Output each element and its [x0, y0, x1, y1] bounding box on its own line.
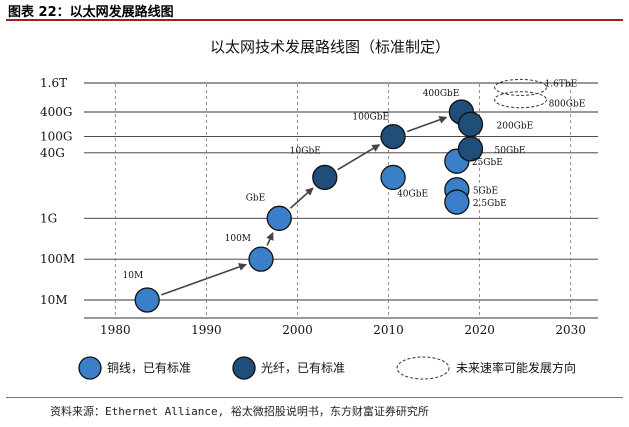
trend-arrow — [289, 187, 314, 209]
data-label: 5GbE — [473, 187, 498, 197]
copper-standard-point — [444, 189, 470, 215]
data-label: 10GbE — [290, 146, 321, 156]
trend-arrow — [406, 116, 448, 133]
data-label: 50GbE — [495, 146, 526, 156]
data-label: 800GbE — [549, 100, 586, 110]
legend-label: 未来速率可能发展方向 — [456, 360, 576, 375]
data-label: 200GbE — [497, 121, 534, 131]
fiber-standard-point — [457, 136, 484, 162]
data-label: 100GbE — [352, 113, 389, 123]
figure-header: 图表 22：以太网发展路线图 — [0, 0, 629, 21]
y-tick-label: 400G — [40, 105, 73, 119]
fiber-standard-point — [380, 123, 406, 150]
copper-standard-point — [134, 287, 160, 313]
figure-header-rule — [6, 19, 623, 21]
copper-standard-point — [266, 205, 292, 231]
ethernet-roadmap-chart: 以太网技术发展路线图（标准制定） 10M 100M 1G 40G 100G 400G 1.6… — [40, 38, 598, 380]
data-label: 2.5GbE — [473, 199, 507, 209]
source-rule — [6, 397, 623, 398]
y-tick-label: 1.6T — [40, 76, 67, 90]
x-tick-label: 1980 — [100, 323, 131, 337]
data-label: 10M — [123, 271, 144, 281]
axes: 10M 100M 1G 40G 100G 400G 1.6T 1980 1990 2000 2010… — [40, 76, 598, 337]
legend-fiber-marker — [232, 356, 256, 380]
data-label: GbE — [246, 193, 266, 203]
chart-title: 以太网技术发展路线图（标准制定） — [210, 38, 450, 56]
data-label: 100M — [225, 234, 251, 244]
data-label: 1.6TbE — [545, 79, 578, 89]
x-tick-label: 2020 — [464, 323, 495, 337]
y-tick-label: 1G — [40, 211, 57, 225]
copper-standard-point — [380, 164, 406, 191]
legend-copper-marker — [78, 356, 102, 380]
trend-arrow — [337, 144, 381, 171]
grid — [84, 82, 598, 318]
future-rate-marker — [494, 91, 548, 109]
y-tick-label: 100G — [40, 130, 73, 144]
data-label: 40GbE — [397, 189, 428, 199]
x-tick-label: 2000 — [282, 323, 313, 337]
figure-label: 图表 22：以太网发展路线图 — [8, 5, 174, 20]
y-tick-label: 40G — [40, 146, 65, 160]
data-label: 25GbE — [472, 158, 503, 168]
x-tick-label: 1990 — [191, 323, 222, 337]
legend-future-marker — [396, 356, 450, 380]
legend-label: 光纤，已有标准 — [261, 361, 345, 375]
y-tick-label: 10M — [40, 293, 68, 307]
future-rate-marker — [494, 78, 548, 96]
source-note: 资料来源：Ethernet Alliance, 裕太微招股说明书，东方财富证券研… — [50, 405, 429, 418]
data-labels: 10M 100M GbE 40GbE 25GbE 5GbE 2.5GbE 10GbE 100Gb… — [123, 79, 586, 281]
x-tick-label: 2030 — [555, 323, 586, 337]
copper-standard-point — [248, 246, 274, 272]
fiber-standard-point — [457, 111, 484, 137]
fiber-standard-point — [312, 164, 338, 191]
trend-arrow — [266, 231, 274, 246]
y-tick-label: 100M — [40, 252, 75, 266]
data-label: 400GbE — [423, 89, 460, 99]
legend: 铜线，已有标准 光纤，已有标准 未来速率可能发展方向 — [78, 356, 576, 380]
legend-label: 铜线，已有标准 — [107, 360, 191, 375]
trend-arrow — [161, 263, 247, 296]
x-tick-label: 2010 — [373, 323, 404, 337]
data-points — [134, 78, 548, 313]
trend-arrows — [161, 116, 448, 296]
